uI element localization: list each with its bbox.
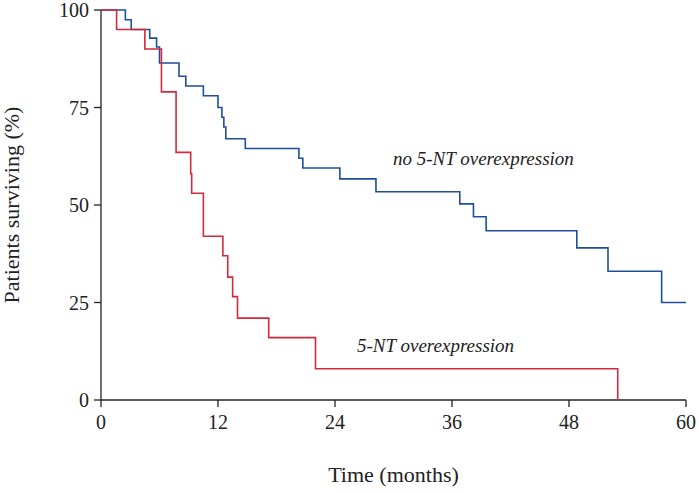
y-tick <box>94 399 101 400</box>
x-tick <box>217 400 218 407</box>
series-label: no 5-NT overexpression <box>393 148 574 169</box>
x-tick <box>568 400 569 407</box>
survival-line <box>101 10 686 303</box>
plot-area <box>101 10 686 400</box>
x-tick <box>451 400 452 407</box>
x-tick <box>334 400 335 407</box>
y-tick-label: 100 <box>59 0 89 21</box>
x-tick-label: 36 <box>442 411 462 433</box>
series-label: 5-NT overexpression <box>357 335 514 356</box>
y-tick <box>94 9 101 10</box>
y-tick-label: 0 <box>79 389 89 411</box>
x-axis-label: Time (months) <box>328 462 459 487</box>
x-tick-label: 60 <box>676 411 696 433</box>
y-tick-label: 50 <box>69 194 89 216</box>
x-tick-label: 0 <box>96 411 106 433</box>
x-tick <box>685 400 686 407</box>
y-tick-label: 25 <box>69 292 89 314</box>
x-tick <box>100 400 101 407</box>
y-tick <box>94 302 101 303</box>
x-tick-label: 12 <box>208 411 228 433</box>
x-tick-label: 48 <box>559 411 579 433</box>
chart: 0 25 50 75 100 0 12 24 36 48 60 Time (months) Patien… <box>0 0 699 493</box>
survival-line <box>101 10 618 400</box>
x-tick-label: 24 <box>325 411 345 433</box>
y-axis-label: Patients surviving (%) <box>0 107 24 304</box>
y-tick-label: 75 <box>69 97 89 119</box>
y-tick <box>94 107 101 108</box>
y-tick <box>94 204 101 205</box>
x-axis <box>101 399 686 400</box>
